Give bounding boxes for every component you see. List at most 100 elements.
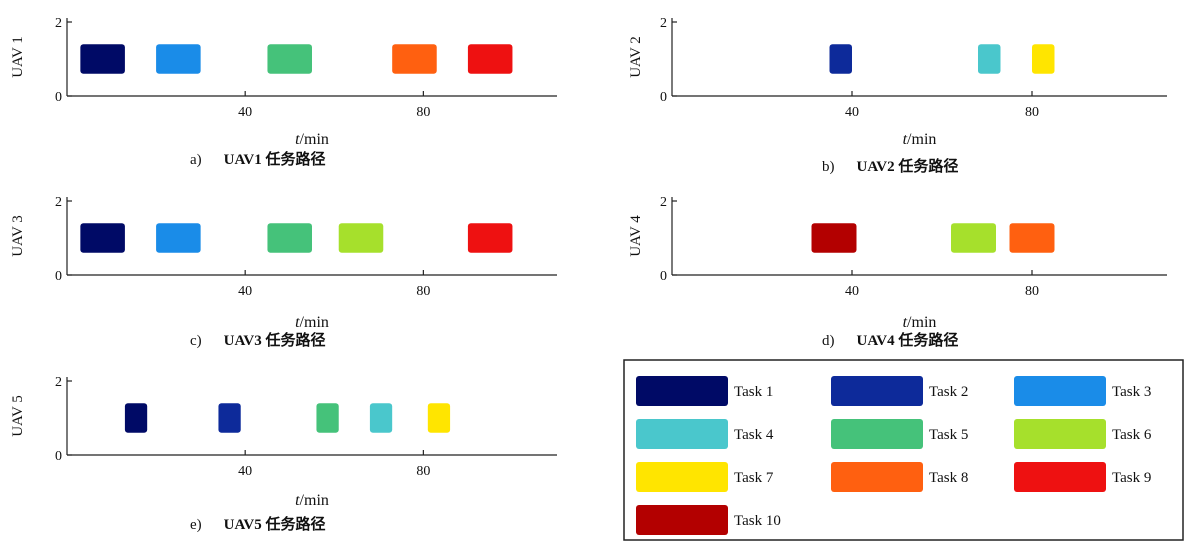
legend-label: Task 1 — [734, 384, 773, 400]
legend-label: Task 4 — [734, 427, 774, 443]
y-tick-label: 0 — [55, 449, 62, 464]
y-tick-label: 2 — [55, 375, 62, 390]
x-tick-label: 80 — [416, 284, 430, 299]
y-tick-label: 0 — [660, 269, 667, 284]
x-axis-label-var: t — [903, 314, 908, 331]
uav-panel-1: 0 2 40 80 UAV 1 t/min a) UAV1 任务路径 — [10, 16, 557, 168]
legend-item-task-2: Task 2 — [831, 376, 968, 406]
legend-item-task-5: Task 5 — [831, 419, 968, 449]
task-bar-task-9 — [467, 223, 513, 253]
legend-label: Task 9 — [1112, 470, 1151, 486]
y-tick-label: 0 — [55, 90, 62, 105]
x-axis-label-unit: /min — [300, 492, 329, 509]
panel-caption-text: UAV3 任务路径 — [224, 331, 326, 349]
task-bar-task-10 — [811, 223, 857, 253]
legend-item-task-9: Task 9 — [1014, 462, 1151, 492]
legend-swatch — [1014, 419, 1106, 449]
y-axis-label: UAV 4 — [628, 215, 644, 257]
task-bar-task-7 — [427, 403, 451, 433]
x-tick-label: 40 — [845, 105, 859, 120]
panel-caption: a) UAV1 任务路径 — [190, 150, 325, 168]
y-axis-label: UAV 5 — [10, 395, 26, 437]
task-bar-task-1 — [80, 44, 125, 74]
task-bar-task-8 — [392, 44, 437, 74]
task-bar-task-1 — [124, 403, 148, 433]
legend-label: Task 7 — [734, 470, 774, 486]
legend-item-task-4: Task 4 — [636, 419, 774, 449]
x-axis-label-unit: /min — [300, 314, 329, 331]
task-bar-task-3 — [156, 223, 201, 253]
task-bar-task-4 — [369, 403, 393, 433]
x-axis-label: t/min — [903, 131, 937, 148]
y-axis-label: UAV 2 — [628, 36, 644, 78]
y-tick-label: 2 — [55, 195, 62, 210]
x-tick-label: 40 — [238, 284, 252, 299]
legend-swatch — [1014, 376, 1106, 406]
panel-caption-letter: d) — [822, 333, 835, 349]
x-axis-label-unit: /min — [300, 131, 329, 148]
panel-caption-text: UAV1 任务路径 — [224, 150, 326, 168]
legend-swatch — [831, 376, 923, 406]
task-bar-task-5 — [267, 223, 312, 253]
legend-swatch — [636, 505, 728, 535]
uav-panel-3: 0 2 40 80 UAV 3 t/min c) UAV3 任务路径 — [10, 195, 557, 349]
panel-caption-text: UAV2 任务路径 — [857, 157, 959, 175]
y-axis-label: UAV 1 — [10, 36, 26, 78]
legend-label: Task 10 — [734, 513, 781, 529]
panel-caption-text: UAV4 任务路径 — [857, 331, 959, 349]
task-bar-task-6 — [338, 223, 384, 253]
panel-caption: e) UAV5 任务路径 — [190, 515, 325, 533]
x-axis-label-var: t — [295, 492, 300, 509]
legend-label: Task 8 — [929, 470, 968, 486]
legend-item-task-6: Task 6 — [1014, 419, 1152, 449]
task-bar-task-9 — [467, 44, 513, 74]
x-axis-label: t/min — [295, 131, 329, 148]
panel-caption-letter: a) — [190, 152, 202, 168]
x-axis-label-var: t — [295, 131, 300, 148]
legend-label: Task 2 — [929, 384, 968, 400]
legend-item-task-1: Task 1 — [636, 376, 773, 406]
task-bar-task-2 — [218, 403, 241, 433]
legend-swatch — [636, 419, 728, 449]
x-axis-label: t/min — [295, 492, 329, 509]
legend-swatch — [1014, 462, 1106, 492]
y-tick-label: 2 — [55, 16, 62, 31]
uav-panel-4: 0 2 40 80 UAV 4 t/min d) UAV4 任务路径 — [628, 195, 1167, 349]
y-tick-label: 0 — [660, 90, 667, 105]
uav-panel-2: 0 2 40 80 UAV 2 t/min b) UAV2 任务路径 — [628, 16, 1167, 175]
panel-caption-text: UAV5 任务路径 — [224, 515, 326, 533]
legend-label: Task 5 — [929, 427, 968, 443]
task-bar-task-1 — [80, 223, 125, 253]
x-tick-label: 80 — [416, 464, 430, 479]
task-bar-task-7 — [1032, 44, 1055, 74]
x-axis-label-unit: /min — [907, 314, 936, 331]
panel-caption: d) UAV4 任务路径 — [822, 331, 958, 349]
legend-item-task-10: Task 10 — [636, 505, 781, 535]
y-tick-label: 2 — [660, 16, 667, 31]
x-axis-label: t/min — [295, 314, 329, 331]
task-bar-task-4 — [978, 44, 1001, 74]
x-tick-label: 80 — [416, 105, 430, 120]
legend-label: Task 6 — [1112, 427, 1152, 443]
task-bar-task-5 — [267, 44, 312, 74]
legend-label: Task 3 — [1112, 384, 1151, 400]
panel-caption-letter: c) — [190, 333, 202, 349]
x-tick-label: 80 — [1025, 105, 1039, 120]
panel-caption-letter: e) — [190, 517, 202, 533]
legend-item-task-8: Task 8 — [831, 462, 968, 492]
panel-caption: c) UAV3 任务路径 — [190, 331, 325, 349]
task-bar-task-6 — [951, 223, 996, 253]
y-axis-label: UAV 3 — [10, 215, 26, 257]
legend: Task 1 Task 2 Task 3 Task 4 Task 5 Task 6 Task… — [623, 359, 1184, 541]
task-bar-task-5 — [316, 403, 339, 433]
x-axis-label-var: t — [295, 314, 300, 331]
y-tick-label: 0 — [55, 269, 62, 284]
legend-swatch — [831, 462, 923, 492]
uav-panel-5: 0 2 40 80 UAV 5 t/min e) UAV5 任务路径 — [10, 375, 557, 533]
x-tick-label: 80 — [1025, 284, 1039, 299]
task-bar-task-8 — [1009, 223, 1055, 253]
task-bar-task-2 — [829, 44, 852, 74]
legend-item-task-7: Task 7 — [636, 462, 774, 492]
y-tick-label: 2 — [660, 195, 667, 210]
